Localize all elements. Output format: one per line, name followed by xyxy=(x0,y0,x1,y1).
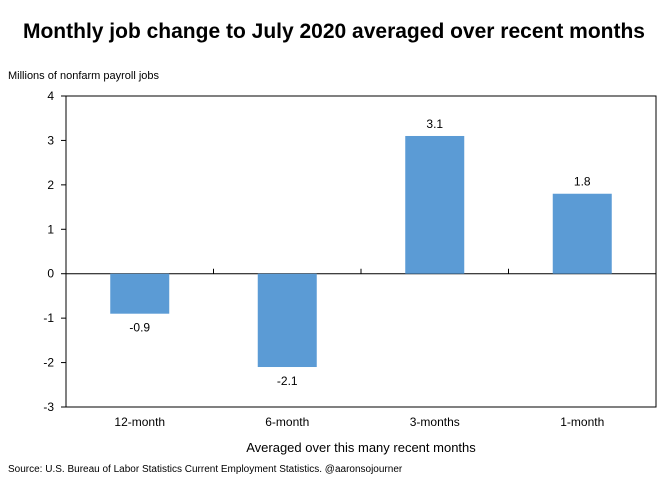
bar xyxy=(552,193,612,274)
data-label: 1.8 xyxy=(574,175,591,189)
x-tick-label: 3-months xyxy=(410,415,460,429)
y-tick-label: 3 xyxy=(47,133,54,147)
x-tick-label: 1-month xyxy=(560,415,604,429)
y-tick-label: -1 xyxy=(43,311,54,325)
data-label: 3.1 xyxy=(426,117,443,131)
chart-title: Monthly job change to July 2020 averaged… xyxy=(22,20,645,43)
x-axis-label: Averaged over this many recent months xyxy=(246,440,476,455)
y-tick-label: 2 xyxy=(47,178,54,192)
y-tick-label: 4 xyxy=(47,89,54,103)
y-axis-label: Millions of nonfarm payroll jobs xyxy=(8,70,160,82)
bar xyxy=(110,273,170,314)
x-tick-label: 6-month xyxy=(265,415,309,429)
y-tick-label: 0 xyxy=(47,267,54,281)
source-note: Source: U.S. Bureau of Labor Statistics … xyxy=(8,464,403,475)
bar xyxy=(405,135,465,274)
x-tick-label: 12-month xyxy=(114,415,165,429)
data-label: -2.1 xyxy=(277,374,298,388)
y-tick-label: 1 xyxy=(47,222,54,236)
plot-frame xyxy=(65,95,657,408)
y-tick-label: -3 xyxy=(43,400,54,414)
data-label: -0.9 xyxy=(129,321,150,335)
bar xyxy=(257,273,317,368)
y-tick-label: -2 xyxy=(43,356,54,370)
